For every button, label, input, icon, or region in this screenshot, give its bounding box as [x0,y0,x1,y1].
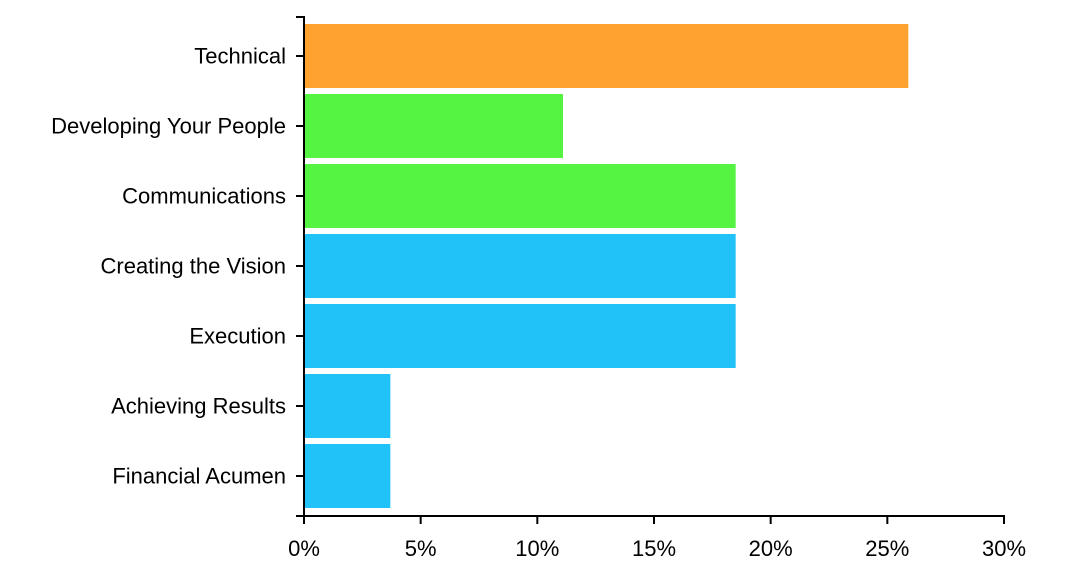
x-tick-label: 20% [749,536,793,561]
x-tick-label: 0% [288,536,320,561]
y-tick-label: Creating the Vision [101,254,287,279]
bar-achieving-results [304,374,391,438]
x-tick-label: 5% [405,536,437,561]
x-tick-label: 15% [632,536,676,561]
y-tick-label: Financial Acumen [112,464,286,489]
y-tick-label: Execution [189,324,286,349]
y-axis: Technical Developing Your People Communica… [51,16,305,517]
bar-communications [304,164,736,228]
x-tick-label: 10% [515,536,559,561]
bar-developing-your-people [304,94,563,158]
bar-creating-the-vision [304,234,736,298]
y-tick-label: Developing Your People [51,114,286,139]
x-axis: 0% 5% 10% 15% 20% 25% 30% [288,515,1026,561]
y-axis-line [296,16,305,517]
bar-technical [304,24,909,88]
bar-financial-acumen [304,444,391,508]
y-tick-label: Technical [194,44,286,69]
y-tick-label: Achieving Results [111,394,286,419]
y-tick-label: Communications [122,184,286,209]
x-tick-label: 25% [865,536,909,561]
bar-execution [304,304,736,368]
bars-group [304,24,909,508]
x-tick-label: 30% [982,536,1026,561]
